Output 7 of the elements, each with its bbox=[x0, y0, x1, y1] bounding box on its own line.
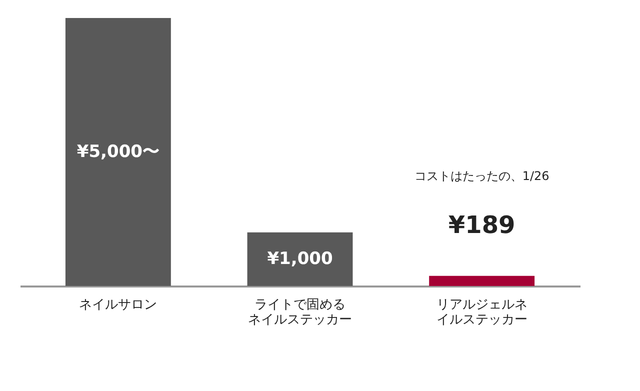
data-label: ¥5,000〜 bbox=[76, 142, 160, 162]
data-label: ¥189 bbox=[448, 210, 516, 239]
annotation: コストはたったの、1/26 bbox=[414, 168, 550, 183]
data-label: ¥1,000 bbox=[267, 249, 333, 270]
x-tick-label: ライトで固めるネイルステッカー bbox=[248, 298, 352, 328]
x-tick-label: ネイルサロン bbox=[79, 298, 158, 312]
x-tick-label: リアルジェルネイルステッカー bbox=[436, 298, 528, 328]
